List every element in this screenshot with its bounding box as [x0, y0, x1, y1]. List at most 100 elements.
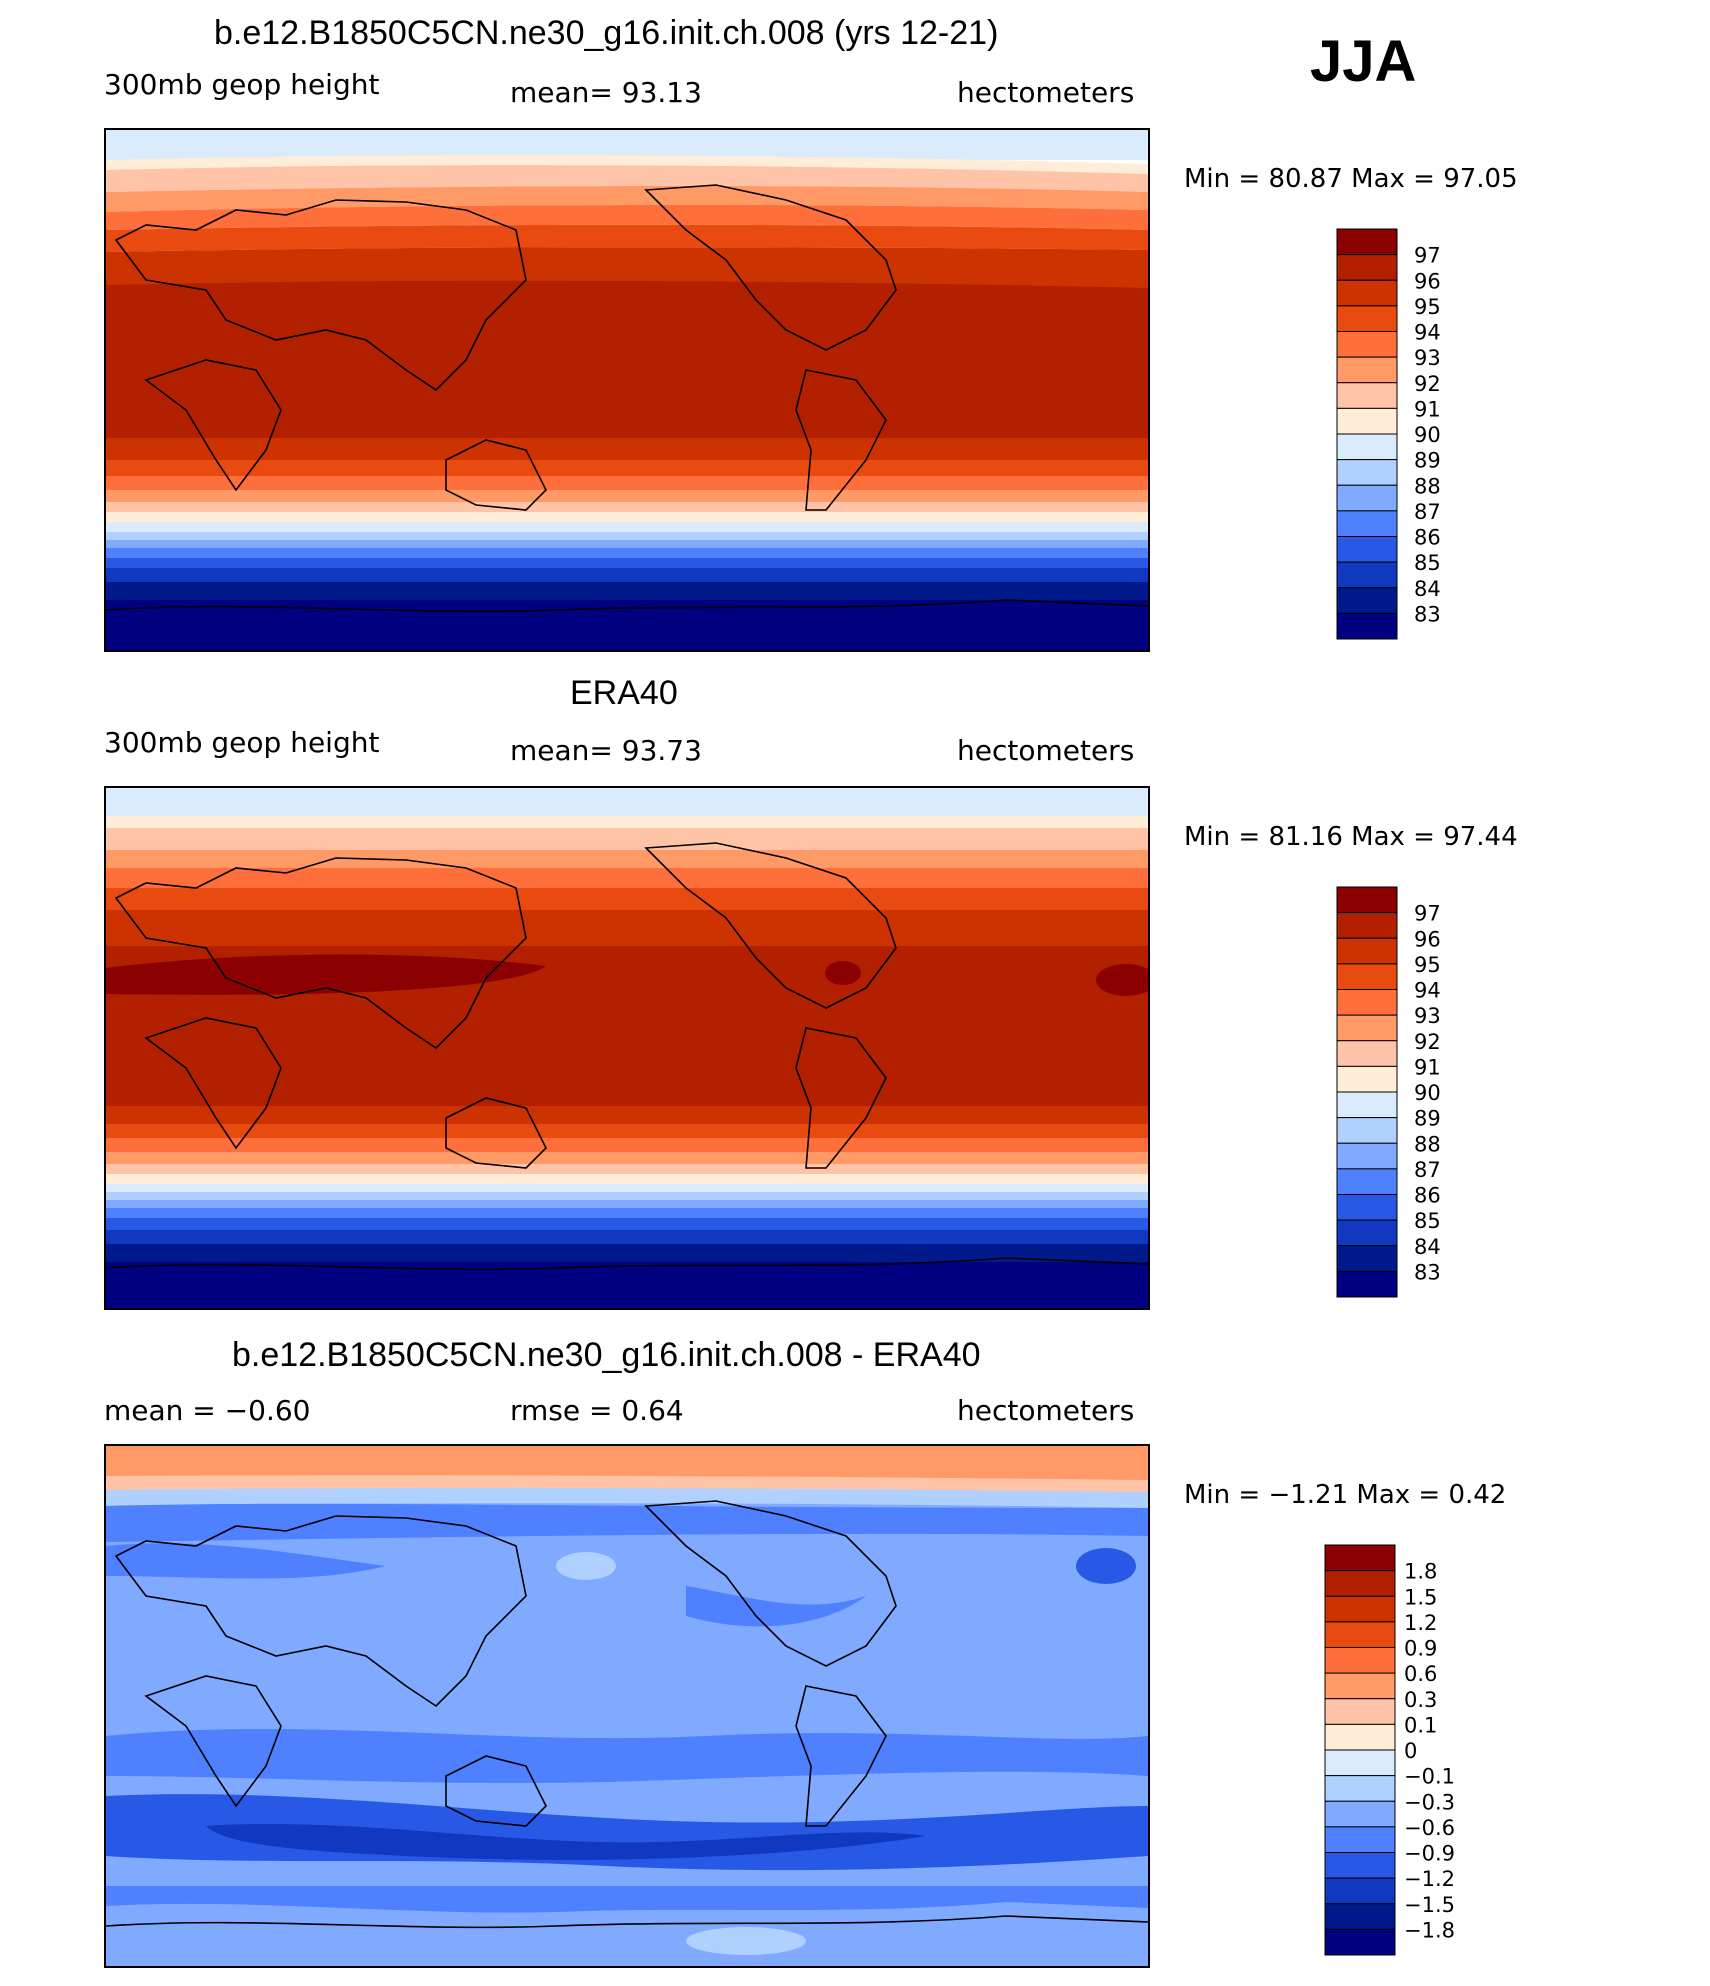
panel-2-map [104, 786, 1150, 1310]
colorbar-swatch [1324, 1647, 1396, 1674]
panel-1-map [104, 128, 1150, 652]
colorbar-swatch [1336, 886, 1398, 914]
panel-1-contour-field [106, 130, 1148, 650]
colorbar-swatch [1336, 356, 1398, 384]
colorbar-swatch [1336, 989, 1398, 1016]
colorbar-swatch [1336, 1168, 1398, 1195]
colorbar-label: 89 [1414, 449, 1441, 473]
colorbar-swatch [1336, 331, 1398, 358]
colorbar-swatch [1336, 510, 1398, 537]
colorbar-swatch [1324, 1570, 1396, 1597]
colorbar-swatch [1324, 1826, 1396, 1853]
colorbar-swatch [1324, 1800, 1396, 1828]
colorbar-swatch [1324, 1775, 1396, 1802]
colorbar-label: 1.5 [1404, 1585, 1437, 1609]
colorbar-swatch [1336, 279, 1398, 307]
colorbar-swatch [1336, 536, 1398, 563]
colorbar-swatch [1336, 228, 1398, 256]
panel-3-units-label: hectometers [957, 1394, 1135, 1427]
colorbar-swatch [1324, 1928, 1396, 1956]
colorbar-swatch [1324, 1595, 1396, 1623]
colorbar-swatch [1336, 1040, 1398, 1067]
panel-3-rmse-label: rmse = 0.64 [510, 1394, 684, 1427]
colorbar-swatch [1336, 912, 1398, 939]
colorbar-label: 85 [1414, 551, 1441, 575]
colorbar-label: 86 [1414, 1184, 1441, 1208]
colorbar-swatch [1336, 1014, 1398, 1042]
colorbar-label: 88 [1414, 474, 1441, 498]
colorbar-label: 0.9 [1404, 1637, 1437, 1661]
colorbar-swatch [1336, 433, 1398, 461]
colorbar-swatch [1324, 1852, 1396, 1879]
colorbar-label: 87 [1414, 500, 1441, 524]
colorbar-label: 0.6 [1404, 1662, 1437, 1686]
colorbar-swatch [1336, 937, 1398, 965]
colorbar-label: −1.5 [1404, 1893, 1455, 1917]
panel-1-minmax: Min = 80.87 Max = 97.05 [1184, 164, 1518, 194]
colorbar-label: 0.3 [1404, 1688, 1437, 1712]
colorbar-label: 92 [1414, 1030, 1441, 1054]
panel-1-colorbar: 97 96 95 94 93 92 91 90 89 88 87 86 85 84 83 [1336, 228, 1536, 649]
panel-3-colorbar-swatches: 1.81.51.20.90.60.30.10−0.1−0.3−0.6−0.9−1… [1324, 1544, 1455, 1956]
colorbar-label: 90 [1414, 1081, 1441, 1105]
panel-1-title: b.e12.B1850C5CN.ne30_g16.init.ch.008 (yr… [214, 14, 999, 52]
colorbar-label: 96 [1414, 927, 1441, 951]
colorbar-label: 88 [1414, 1132, 1441, 1156]
season-label: JJA [1310, 29, 1417, 94]
colorbar-label: −1.2 [1404, 1867, 1455, 1891]
colorbar-swatch [1336, 1245, 1398, 1272]
colorbar-swatch [1336, 1091, 1398, 1119]
colorbar-swatch [1336, 1142, 1398, 1170]
panel-2-colorbar: 97 96 95 94 93 92 91 90 89 88 87 86 85 84 83 [1336, 886, 1536, 1307]
colorbar-label: 83 [1414, 1260, 1441, 1284]
colorbar-swatch [1324, 1723, 1396, 1751]
panel-2-contour-field [106, 788, 1148, 1308]
panel-2-minmax: Min = 81.16 Max = 97.44 [1184, 822, 1518, 852]
colorbar-label: 91 [1414, 397, 1441, 421]
colorbar-swatch [1336, 459, 1398, 486]
panel-1-variable-label: 300mb geop height [104, 68, 380, 101]
colorbar-swatch [1336, 382, 1398, 409]
colorbar-swatch [1336, 254, 1398, 281]
colorbar-label: 96 [1414, 269, 1441, 293]
panel-3-title: b.e12.B1850C5CN.ne30_g16.init.ch.008 - E… [232, 1336, 981, 1374]
colorbar-label: −0.9 [1404, 1842, 1455, 1866]
colorbar-label: 0.1 [1404, 1713, 1437, 1737]
colorbar-swatch [1336, 1219, 1398, 1247]
colorbar-swatch [1336, 407, 1398, 435]
colorbar-label: −0.1 [1404, 1765, 1455, 1789]
panel-2-title: ERA40 [570, 674, 678, 712]
colorbar-swatch [1324, 1621, 1396, 1648]
panel-2-variable-label: 300mb geop height [104, 726, 380, 759]
colorbar-label: 92 [1414, 372, 1441, 396]
panel-1-mean-label: mean= 93.13 [510, 76, 702, 109]
colorbar-swatch [1336, 561, 1398, 589]
panel-3-minmax: Min = −1.21 Max = 0.42 [1184, 1480, 1507, 1510]
colorbar-swatch [1336, 612, 1398, 640]
colorbar-label: 86 [1414, 526, 1441, 550]
colorbar-swatch [1336, 1270, 1398, 1298]
colorbar-label: 95 [1414, 953, 1441, 977]
colorbar-label: 91 [1414, 1055, 1441, 1079]
panel-3-map [104, 1444, 1150, 1968]
panel-3-colorbar: 1.8 1.5 1.2 0.9 0.6 0.3 0.1 0 −0.1 −0.3 −0.6 −0.9 −1… [1324, 1544, 1534, 1965]
colorbar-label: −0.6 [1404, 1816, 1455, 1840]
panel-1-units-label: hectometers [957, 76, 1135, 109]
colorbar-label: 87 [1414, 1158, 1441, 1182]
colorbar-label: 97 [1414, 244, 1441, 268]
colorbar-label: 84 [1414, 1235, 1441, 1259]
colorbar-swatch [1324, 1672, 1396, 1700]
colorbar-label: 93 [1414, 346, 1441, 370]
colorbar-label: 0 [1404, 1739, 1417, 1763]
colorbar-swatch [1324, 1544, 1396, 1572]
colorbar-label: 84 [1414, 577, 1441, 601]
colorbar-swatch [1336, 1117, 1398, 1144]
colorbar-swatch [1336, 1194, 1398, 1221]
colorbar-label: 90 [1414, 423, 1441, 447]
colorbar-label: −0.3 [1404, 1790, 1455, 1814]
colorbar-label: 94 [1414, 321, 1441, 345]
colorbar-label: −1.8 [1404, 1918, 1455, 1942]
panel-2-units-label: hectometers [957, 734, 1135, 767]
